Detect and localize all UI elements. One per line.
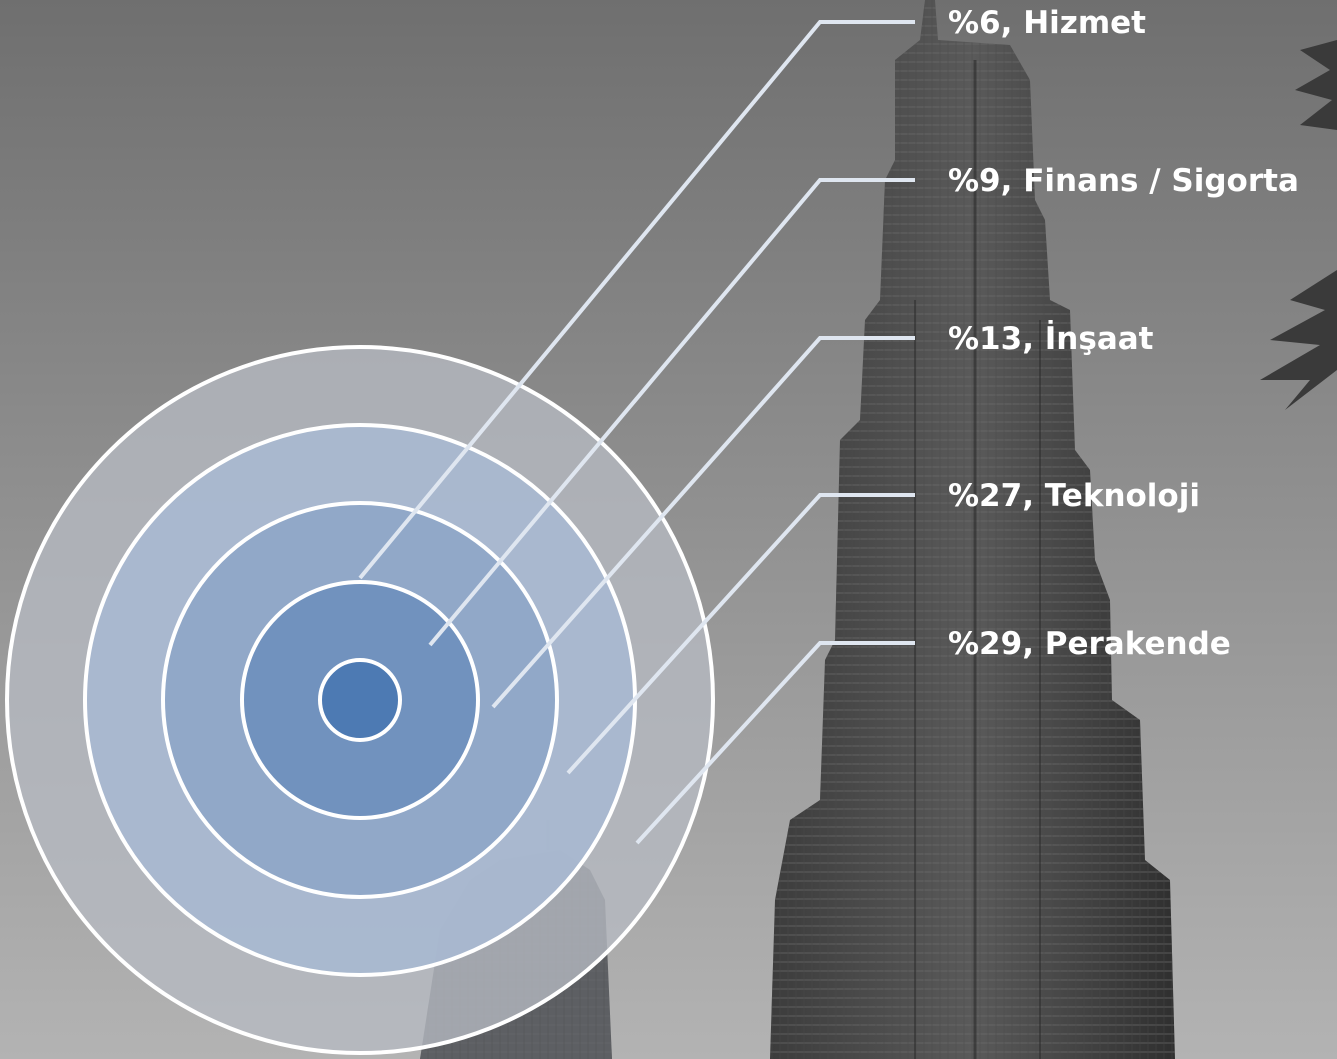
segment-label-2: %9, Finans / Sigorta xyxy=(948,163,1299,199)
rings-group xyxy=(5,345,715,1055)
segment-label-3: %13, İnşaat xyxy=(948,321,1154,357)
leader-line-3 xyxy=(491,336,915,709)
segment-label-4: %27, Teknoloji xyxy=(948,478,1200,514)
tower-silhouette xyxy=(770,0,1175,1059)
palm-fronds xyxy=(1260,40,1337,410)
segment-label-5: %29, Perakende xyxy=(948,626,1231,662)
leader-lines xyxy=(358,20,915,845)
leader-line-1 xyxy=(358,20,915,580)
segment-labels: %6, Hizmet %9, Finans / Sigorta %13, İnşaa… xyxy=(948,5,1299,662)
leader-line-5 xyxy=(635,641,915,845)
leader-line-2 xyxy=(428,178,915,647)
segment-label-1: %6, Hizmet xyxy=(948,5,1146,41)
ring-1 xyxy=(318,658,402,742)
leader-line-4 xyxy=(566,493,915,775)
